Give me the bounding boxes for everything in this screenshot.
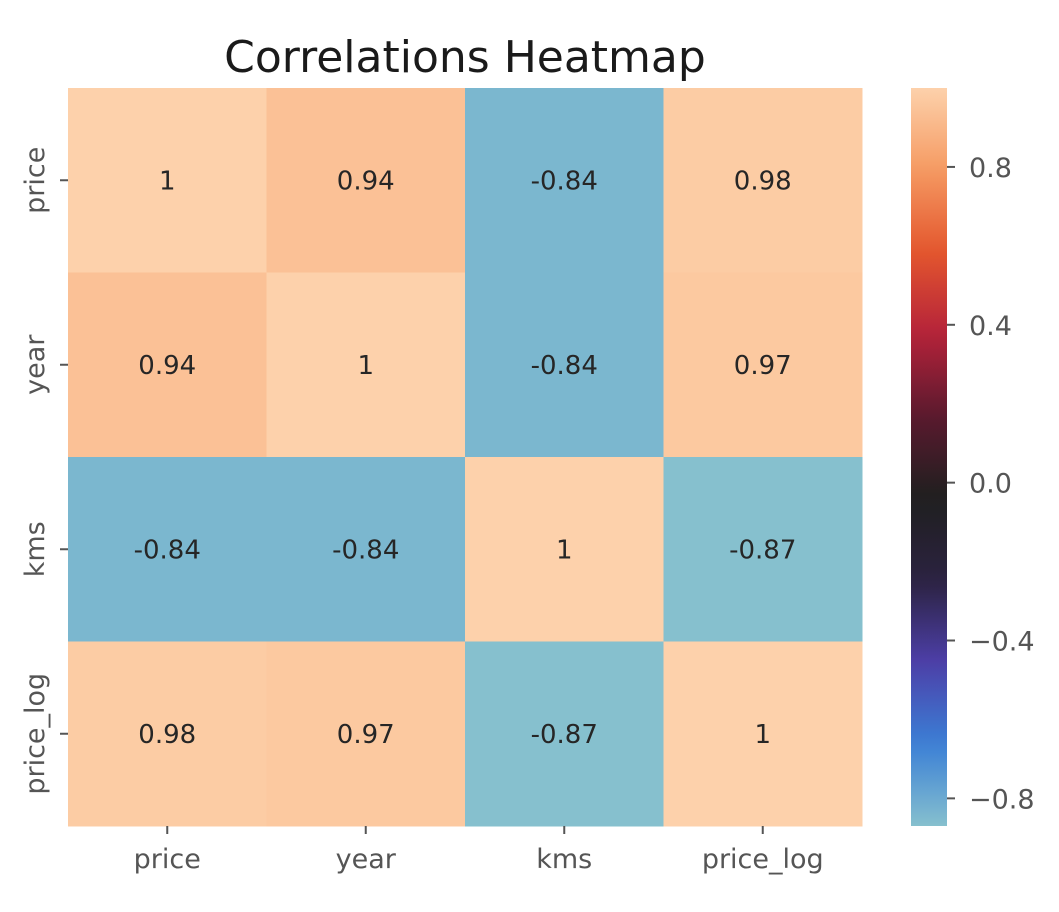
x-tick-label: price (134, 844, 201, 875)
heatmap-cell (663, 641, 863, 827)
heatmap-cell (68, 457, 267, 642)
heatmap-cell (663, 272, 863, 458)
colorbar-tick-label: 0.0 (969, 469, 1012, 500)
cell-value-label: -0.84 (531, 166, 598, 196)
cell-value-label: -0.87 (729, 535, 796, 565)
heatmap-cell (465, 272, 664, 458)
chart-title: Correlations Heatmap (224, 32, 706, 83)
x-tick-label: kms (536, 844, 592, 875)
cell-value-label: 1 (159, 166, 176, 196)
y-tick-label: kms (20, 521, 51, 577)
heatmap-cell-labels: 1 0.94 -0.84 0.98 0.94 1 -0.84 0.97 -0.84 -0.84 1 -… (134, 166, 797, 750)
cell-value-label: 0.98 (734, 166, 792, 196)
colorbar-axis: 0.8 0.4 0.0 −0.4 −0.8 (947, 153, 1035, 815)
x-tick-label: price_log (702, 844, 824, 875)
heatmap-cell (266, 88, 466, 273)
heatmap-cell (663, 457, 863, 642)
heatmap-cell (68, 641, 267, 827)
cell-value-label: 0.98 (138, 720, 196, 750)
colorbar-tick-label: 0.4 (969, 311, 1012, 342)
heatmap-cell (663, 88, 863, 273)
heatmap-cell (465, 88, 664, 273)
cell-value-label: -0.84 (134, 535, 201, 565)
colorbar-tick-label: 0.8 (969, 153, 1012, 184)
cell-value-label: -0.84 (332, 535, 399, 565)
cell-value-label: 1 (556, 535, 573, 565)
heatmap-cell (266, 641, 466, 827)
y-tick-label: year (20, 334, 51, 395)
cell-value-label: 0.94 (138, 351, 196, 381)
cell-value-label: 0.97 (337, 720, 395, 750)
heatmap-cell (266, 457, 466, 642)
heatmap-cells (68, 88, 863, 827)
y-tick-label: price_log (20, 673, 51, 795)
cell-value-label: -0.84 (531, 351, 598, 381)
heatmap-cell (465, 641, 664, 827)
colorbar (911, 88, 947, 826)
cell-value-label: 0.97 (734, 351, 792, 381)
cell-value-label: 0.94 (337, 166, 395, 196)
heatmap-cell (465, 457, 664, 642)
colorbar-tick-label: −0.4 (969, 627, 1035, 658)
colorbar-tick-label: −0.8 (969, 784, 1035, 815)
cell-value-label: 1 (357, 351, 374, 381)
heatmap-cell (68, 272, 267, 458)
cell-value-label: -0.87 (531, 720, 598, 750)
heatmap-cell (266, 272, 466, 458)
y-axis: price year kms price_log (20, 147, 68, 795)
cell-value-label: 1 (754, 720, 771, 750)
y-tick-label: price (20, 147, 51, 214)
x-axis: price year kms price_log (134, 826, 824, 875)
x-tick-label: year (336, 844, 397, 875)
heatmap-cell (68, 88, 267, 273)
